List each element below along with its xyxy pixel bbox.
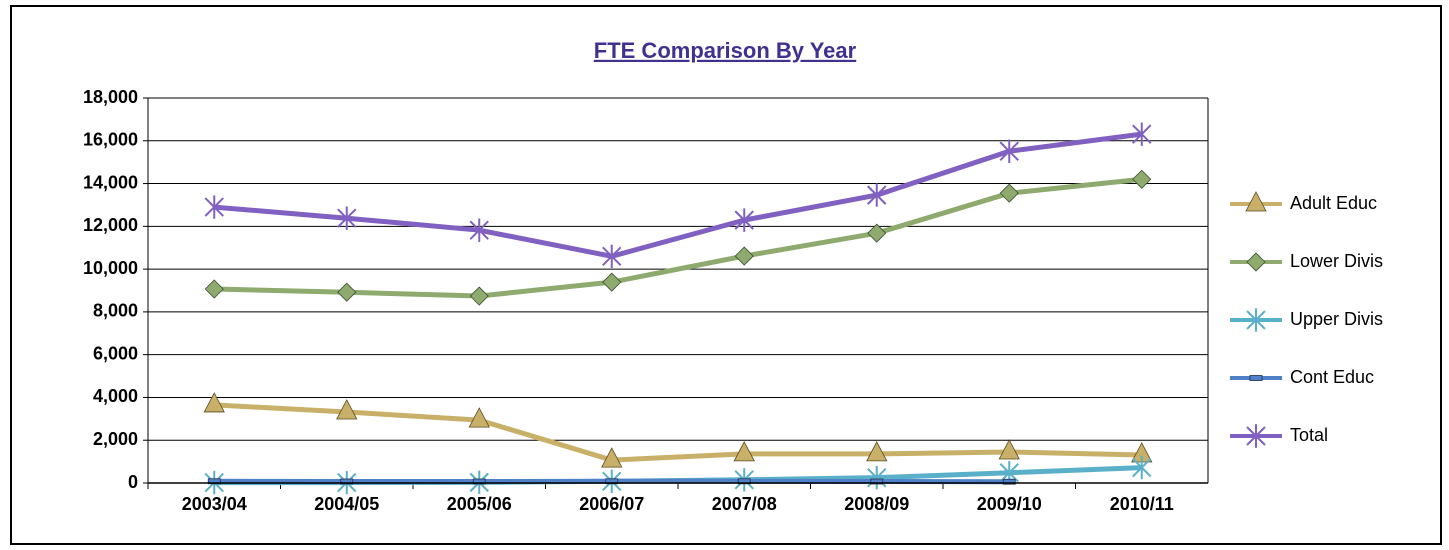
- data-point: [734, 208, 754, 232]
- y-tick-label: 0: [128, 472, 138, 492]
- data-point: [605, 478, 619, 485]
- x-tick-label: 2009/10: [977, 494, 1042, 514]
- series-line: [214, 131, 1143, 259]
- data-point: [1132, 455, 1152, 480]
- legend-label: Upper Divis: [1290, 309, 1383, 329]
- data-point: [207, 478, 221, 485]
- data-point: [999, 139, 1019, 163]
- data-point: [336, 399, 358, 420]
- legend-label: Adult Educ: [1290, 193, 1377, 213]
- y-tick-label: 4,000: [93, 386, 138, 406]
- chart-frame: [10, 5, 1442, 545]
- y-tick-label: 2,000: [93, 429, 138, 449]
- data-point: [602, 272, 622, 292]
- x-tick-label: 2010/11: [1110, 494, 1174, 514]
- x-tick-label: 2005/06: [447, 494, 512, 514]
- x-tick-label: 2007/08: [712, 494, 777, 514]
- data-point: [733, 441, 755, 462]
- data-point: [472, 478, 486, 485]
- data-point: [602, 244, 622, 268]
- y-tick-label: 10,000: [83, 258, 138, 278]
- data-point: [867, 183, 887, 207]
- y-tick-label: 12,000: [83, 215, 138, 235]
- legend-label: Total: [1290, 425, 1328, 445]
- data-point: [998, 439, 1020, 460]
- data-point: [1132, 122, 1152, 146]
- x-tick-label: 2003/04: [182, 494, 247, 514]
- x-tick-label: 2006/07: [579, 494, 644, 514]
- legend-marker: [1246, 252, 1266, 272]
- series-line: [214, 176, 1143, 299]
- data-point: [469, 218, 489, 242]
- data-point: [469, 286, 489, 306]
- y-tick-label: 14,000: [83, 172, 138, 192]
- data-point: [734, 246, 754, 266]
- y-tick-label: 16,000: [83, 130, 138, 150]
- data-point: [1002, 478, 1016, 485]
- data-point: [337, 282, 357, 302]
- data-point: [203, 392, 225, 413]
- data-point: [870, 478, 884, 485]
- data-point: [601, 447, 623, 468]
- legend-label: Cont Educ: [1290, 367, 1374, 387]
- legend-label: Lower Divis: [1290, 251, 1383, 271]
- chart-title: FTE Comparison By Year: [594, 38, 857, 63]
- data-point: [340, 478, 354, 485]
- legend-marker: [1249, 375, 1263, 381]
- data-point: [867, 223, 887, 243]
- series-line: [214, 402, 1142, 463]
- data-point: [866, 441, 888, 462]
- y-tick-label: 6,000: [93, 343, 138, 363]
- data-point: [999, 183, 1019, 203]
- legend-marker: [1246, 308, 1266, 332]
- data-point: [468, 407, 490, 428]
- y-tick-label: 18,000: [83, 87, 138, 107]
- data-point: [1132, 169, 1152, 189]
- x-tick-label: 2008/09: [844, 494, 909, 514]
- y-tick-label: 8,000: [93, 301, 138, 321]
- data-point: [337, 206, 357, 230]
- x-tick-label: 2004/05: [314, 494, 379, 514]
- data-point: [737, 478, 751, 485]
- legend-marker: [1246, 424, 1266, 448]
- data-point: [204, 195, 224, 219]
- data-point: [204, 279, 224, 299]
- legend-marker: [1245, 191, 1267, 212]
